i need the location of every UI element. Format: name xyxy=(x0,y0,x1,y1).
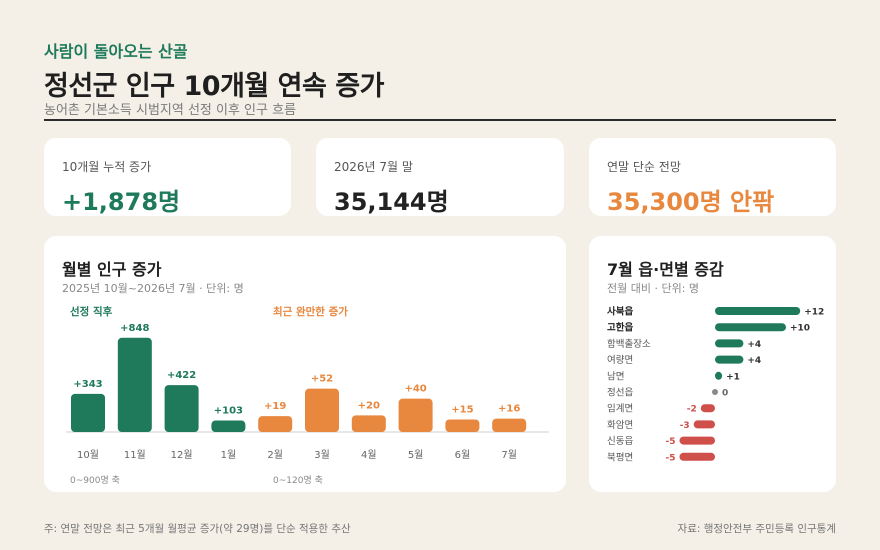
town-bar-chart: 사북읍 +12 고한읍 +10 함백출장소 +4 여량면 +4 남면 +1 정선읍 0 임계면 -2 화암면… xyxy=(607,306,824,464)
town-label: 북평면 xyxy=(607,452,633,463)
x-tick-label: 12월 xyxy=(171,449,193,461)
town-chart-panel: 7월 읍·면별 증감 전월 대비 · 단위: 명 사북읍 +12 고한읍 +10 함백출… xyxy=(589,236,836,492)
town-bar xyxy=(693,420,715,429)
bar-value-label: +16 xyxy=(498,404,520,415)
kpi-label: 10개월 누적 증가 xyxy=(62,160,152,174)
town-value-label: +10 xyxy=(790,324,810,334)
axis-note-right: 0~120명 축 xyxy=(273,475,323,486)
panel-subtitle: 전월 대비 · 단위: 명 xyxy=(607,282,700,295)
kpi-card-forecast: 연말 단순 전망 35,300명 안팎 xyxy=(589,138,836,216)
town-bar xyxy=(679,436,715,445)
town-bar xyxy=(712,389,718,395)
x-tick-label: 11월 xyxy=(124,449,146,461)
town-bar xyxy=(700,404,715,413)
kpi-value: 35,300명 안팎 xyxy=(607,188,775,216)
x-tick-label: 4월 xyxy=(361,449,377,461)
town-label: 고한읍 xyxy=(607,322,633,334)
town-label: 화암면 xyxy=(607,419,633,431)
panel-title: 월별 인구 증가 xyxy=(62,260,162,279)
monthly-chart-panel: 월별 인구 증가 2025년 10월~2026년 7월 · 단위: 명 선정 직… xyxy=(44,236,566,492)
kpi-label: 2026년 7월 말 xyxy=(334,160,413,174)
town-bar xyxy=(715,323,786,332)
town-value-label: +4 xyxy=(747,356,761,366)
town-value-label: -3 xyxy=(680,421,690,431)
group-label-early: 선정 직후 xyxy=(70,305,113,318)
bar xyxy=(492,418,527,432)
bar-value-label: +15 xyxy=(451,405,473,416)
x-tick-label: 7월 xyxy=(501,449,517,461)
bar-value-label: +103 xyxy=(214,406,243,417)
x-tick-label: 2월 xyxy=(267,449,283,461)
panel-subtitle: 2025년 10월~2026년 7월 · 단위: 명 xyxy=(62,282,244,295)
bar xyxy=(117,337,152,432)
monthly-bar-chart: 선정 직후 최근 완만한 증가 +343 10월 +848 11월 +422 12월 +10… xyxy=(66,305,549,486)
bar xyxy=(258,416,293,432)
town-bar xyxy=(715,355,744,364)
bar-value-label: +52 xyxy=(311,374,333,385)
town-label: 여량면 xyxy=(607,354,633,366)
kpi-label: 연말 단순 전망 xyxy=(607,160,681,174)
bar-value-label: +848 xyxy=(120,323,149,334)
header-rule xyxy=(44,119,836,121)
bar-value-label: +20 xyxy=(358,400,380,411)
town-value-label: 0 xyxy=(722,389,728,399)
town-bar xyxy=(715,339,744,348)
bar-value-label: +19 xyxy=(264,401,286,412)
bar xyxy=(305,388,339,432)
town-value-label: -5 xyxy=(666,437,676,447)
x-tick-label: 3월 xyxy=(314,449,330,461)
kpi-card-population: 2026년 7월 말 35,144명 xyxy=(316,138,564,216)
bar xyxy=(211,420,246,432)
x-tick-label: 6월 xyxy=(455,449,471,461)
x-tick-label: 5월 xyxy=(408,449,424,461)
axis-note-left: 0~900명 축 xyxy=(70,475,120,486)
town-label: 임계면 xyxy=(607,403,633,415)
town-value-label: -2 xyxy=(687,405,697,415)
bar-value-label: +343 xyxy=(73,379,102,390)
town-value-label: +4 xyxy=(747,340,761,350)
x-tick-label: 1월 xyxy=(221,449,237,461)
bar-value-label: +40 xyxy=(404,384,426,395)
town-label: 남면 xyxy=(607,371,624,382)
town-label: 정선읍 xyxy=(607,388,633,399)
kpi-value: 35,144명 xyxy=(334,188,449,216)
town-value-label: -5 xyxy=(666,453,676,463)
town-bar xyxy=(715,307,801,315)
bar xyxy=(164,385,199,432)
panel-title: 7월 읍·면별 증감 xyxy=(607,260,724,279)
town-label: 신동읍 xyxy=(607,436,633,447)
footnote: 주: 연말 전망은 최근 5개월 월평균 증가(약 29명)를 단순 적용한 추… xyxy=(44,523,351,535)
page-title: 정선군 인구 10개월 연속 증가 xyxy=(44,71,384,102)
town-label: 사북읍 xyxy=(607,306,633,318)
kicker: 사람이 돌아오는 산골 xyxy=(44,42,188,61)
bar xyxy=(351,415,386,432)
bar xyxy=(445,419,480,432)
page-subtitle: 농어촌 기본소득 시범지역 선정 이후 인구 흐름 xyxy=(44,103,297,118)
bar xyxy=(71,393,105,432)
x-tick-label: 10월 xyxy=(77,449,99,461)
kpi-value: +1,878명 xyxy=(62,188,181,216)
town-bar xyxy=(715,371,723,380)
source-note: 자료: 행정안전부 주민등록 인구통계 xyxy=(677,523,836,535)
bar-value-label: +422 xyxy=(167,370,196,381)
bar xyxy=(398,398,433,432)
kpi-card-cumulative: 10개월 누적 증가 +1,878명 xyxy=(44,138,291,216)
town-value-label: +1 xyxy=(726,372,740,382)
town-bar xyxy=(679,452,715,461)
town-value-label: +12 xyxy=(804,308,824,318)
town-label: 함백출장소 xyxy=(607,339,651,350)
group-label-recent: 최근 완만한 증가 xyxy=(273,305,348,318)
